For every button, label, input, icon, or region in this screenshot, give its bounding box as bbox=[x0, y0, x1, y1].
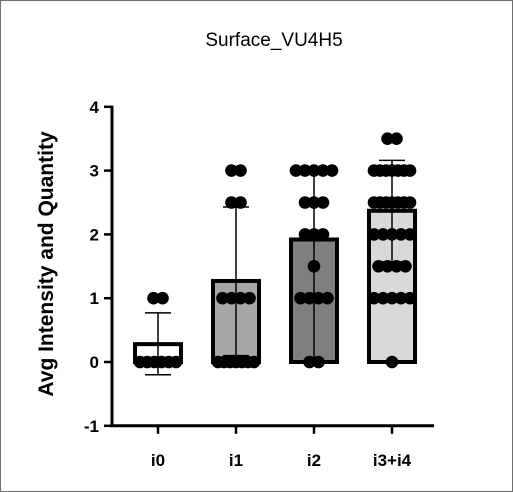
data-point bbox=[403, 196, 417, 209]
data-point bbox=[303, 291, 316, 305]
data-point bbox=[156, 291, 169, 305]
y-tick-label: 3 bbox=[90, 162, 99, 181]
data-point bbox=[394, 291, 408, 305]
data-point bbox=[390, 260, 403, 273]
data-point bbox=[225, 164, 238, 177]
data-point bbox=[381, 132, 394, 145]
data-point bbox=[385, 355, 399, 369]
data-point bbox=[385, 291, 399, 305]
x-tick-label: i1 bbox=[229, 451, 243, 470]
data-point bbox=[372, 260, 385, 273]
chart-title: Surface_VU4H5 bbox=[205, 30, 342, 51]
data-point bbox=[367, 228, 381, 241]
y-tick-label: -1 bbox=[84, 417, 99, 436]
data-point bbox=[316, 228, 330, 241]
data-point bbox=[216, 291, 229, 305]
data-point bbox=[169, 355, 183, 369]
data-point bbox=[403, 164, 417, 177]
data-point bbox=[325, 164, 339, 177]
x-tick-label: i0 bbox=[151, 451, 165, 470]
data-point bbox=[367, 291, 381, 305]
data-point bbox=[147, 291, 160, 305]
data-point bbox=[316, 196, 330, 209]
y-tick-label: 1 bbox=[90, 289, 99, 308]
data-point bbox=[234, 164, 247, 177]
data-point bbox=[403, 291, 417, 305]
data-point bbox=[225, 196, 238, 209]
data-point bbox=[294, 291, 307, 305]
x-tick-label: i3+i4 bbox=[373, 451, 412, 470]
y-tick-label: 0 bbox=[90, 353, 99, 372]
data-point bbox=[298, 228, 312, 241]
data-point bbox=[289, 164, 303, 177]
data-point bbox=[376, 228, 390, 241]
data-point bbox=[394, 228, 408, 241]
y-tick-label: 2 bbox=[90, 225, 99, 244]
data-point bbox=[298, 196, 312, 209]
data-point bbox=[381, 260, 394, 273]
data-point bbox=[403, 228, 417, 241]
y-tick-label: 4 bbox=[90, 98, 100, 117]
data-point bbox=[376, 291, 390, 305]
data-point bbox=[234, 196, 247, 209]
y-axis-label: Avg Intensity and Quantity bbox=[35, 131, 58, 397]
data-point bbox=[399, 260, 412, 273]
data-point bbox=[390, 132, 403, 145]
x-tick-label: i2 bbox=[307, 451, 321, 470]
data-point bbox=[234, 291, 247, 305]
data-point bbox=[321, 291, 334, 305]
data-point bbox=[225, 291, 238, 305]
data-point bbox=[247, 355, 261, 369]
data-point bbox=[312, 291, 325, 305]
data-point bbox=[243, 291, 256, 305]
